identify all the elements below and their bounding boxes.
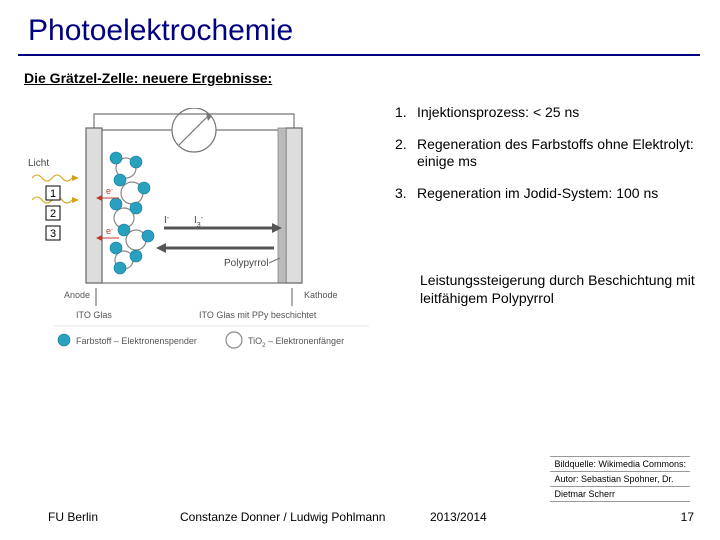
label-ito-left: ITO Glas — [76, 310, 112, 320]
image-credits: Bildquelle: Wikimedia Commons: Autor: Se… — [550, 457, 690, 502]
label-licht: Licht — [28, 158, 49, 169]
tio2-dye-cluster — [110, 152, 154, 274]
step-1: 1 — [50, 188, 56, 200]
footer-authors: Constanze Donner / Ludwig Pohlmann — [180, 510, 385, 524]
label-kathode: Kathode — [304, 290, 338, 300]
list-item: 2. Regeneration des Farbstoffs ohne Elek… — [395, 136, 705, 171]
main-content: Licht 1 2 3 e- e- I- I3- — [0, 86, 720, 446]
list-item: 1. Injektionsprozess: < 25 ns — [395, 104, 705, 122]
graetzel-cell-diagram: Licht 1 2 3 e- e- I- I3- — [24, 108, 384, 368]
label-polypyrrol: Polypyrrol — [224, 258, 268, 269]
svg-text:e-: e- — [106, 186, 113, 196]
footer-year: 2013/2014 — [430, 510, 487, 524]
label-anode: Anode — [64, 290, 90, 300]
label-ito-right: ITO Glas mit PPy beschichtet — [199, 310, 317, 320]
step-2: 2 — [50, 208, 56, 220]
step-3: 3 — [50, 228, 56, 240]
svg-text:I3-: I3- — [194, 215, 204, 229]
footer-affiliation: FU Berlin — [48, 510, 98, 524]
legend-tio2: TiO2 – Elektronenfänger — [248, 336, 344, 349]
svg-text:I-: I- — [164, 215, 170, 227]
legend-dye: Farbstoff – Elektronenspender — [76, 336, 197, 346]
footer-page: 17 — [681, 510, 694, 524]
page-title: Photoelektrochemie — [0, 0, 720, 54]
slide-footer: FU Berlin Constanze Donner / Ludwig Pohl… — [0, 510, 720, 534]
subtitle: Die Grätzel-Zelle: neuere Ergebnisse: — [0, 56, 720, 86]
results-list: 1. Injektionsprozess: < 25 ns 2. Regener… — [395, 104, 705, 216]
svg-text:e-: e- — [106, 226, 113, 236]
performance-note: Leistungssteigerung durch Beschichtung m… — [420, 271, 695, 307]
list-item: 3. Regeneration im Jodid-System: 100 ns — [395, 185, 705, 203]
